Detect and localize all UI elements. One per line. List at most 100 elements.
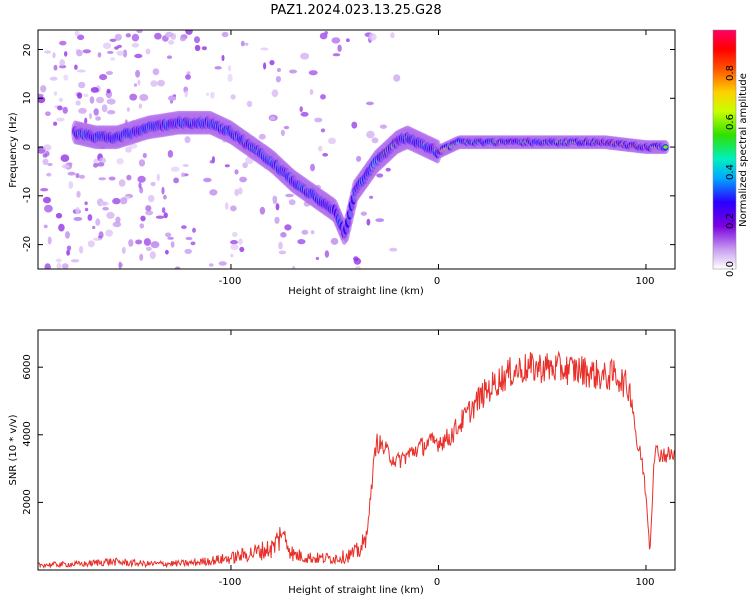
colorbar: 0.0 0.2 0.4 0.6 0.8 Normalized spectral … (712, 29, 749, 277)
spectrogram-noise-blob (184, 248, 192, 254)
spectrogram-noise-blob (280, 232, 287, 238)
spectrogram-noise-blob (173, 177, 180, 184)
spectrogram-noise-blob (77, 34, 85, 41)
spectrogram-noise-blob (42, 153, 48, 158)
spectrogram-noise-blob (224, 164, 230, 168)
spectrogram-noise-blob (244, 42, 249, 46)
snr-xtick-label: 0 (434, 577, 440, 588)
spectrogram-noise-blob (280, 129, 285, 136)
snr-ytick-label: 6000 (22, 354, 33, 379)
spectrogram-noise-blob (76, 69, 86, 73)
spectrogram-noise-blob (351, 121, 358, 129)
spectrogram-noise-blob (138, 103, 143, 109)
spectrogram-noise-blob (84, 207, 89, 212)
spectrogram-noise-blob (310, 230, 315, 235)
spectrogram-noise-blob (122, 49, 128, 58)
spectrogram-noise-blob (272, 195, 278, 203)
spectrogram-noise-blob (55, 258, 62, 263)
spectrogram-noise-blob (114, 33, 123, 41)
spectrogram-noise-blob (44, 263, 51, 269)
spectrogram-noise-blob (47, 163, 53, 166)
spectrogram-noise-blob (174, 266, 181, 269)
spectrogram-noise-blob (179, 36, 186, 42)
spectrogram-noise-blob (119, 197, 128, 205)
spectrogram-noise-blob (278, 250, 287, 255)
spectrogram-noise-blob (214, 66, 222, 70)
spectrogram-noise-blob (76, 49, 83, 57)
spectrogram-noise-blob (143, 238, 151, 246)
spectrogram-noise-blob (117, 44, 122, 49)
colorbar-tick-label: 0.2 (725, 213, 736, 229)
spectrogram-noise-blob (150, 80, 158, 87)
spectrogram-noise-blob (68, 181, 74, 189)
spectrogram-noise-blob (139, 253, 144, 261)
spectrogram-noise-blob (147, 194, 155, 203)
spectrogram-noise-blob (165, 33, 169, 38)
spectrogram-noise-blob (366, 218, 371, 226)
spectrogram-noise-blob (87, 240, 95, 248)
spectrogram-noise-blob (76, 190, 81, 198)
spectrogram-noise-blob (390, 32, 395, 39)
spectrogram-noise-blob (331, 37, 341, 44)
spectrogram-noise-blob (230, 244, 239, 251)
spectrogram-noise-blob (59, 40, 67, 46)
spectrogram-noise-blob (242, 162, 248, 169)
spectrogram-noise-blob (314, 117, 323, 123)
snr-ytick-label: 4000 (22, 421, 33, 446)
spectrogram-noise-blob (165, 249, 169, 255)
spectrogram-noise-blob (101, 104, 108, 113)
spectrogram-noise-blob (138, 182, 142, 189)
spectrogram-noise-blob (44, 50, 51, 54)
colorbar-tick-label: 0.4 (725, 164, 736, 180)
spectrogram-noise-blob (145, 210, 154, 216)
colorbar-label: Normalized spectral amplitude (738, 73, 749, 227)
spectrogram-noise-blob (360, 211, 367, 216)
spectrogram-noise-blob (310, 163, 315, 172)
spectrogram-noise-blob (297, 239, 306, 245)
spectrogram-noise-blob (167, 150, 174, 158)
spectrogram-noise-blob (63, 74, 69, 81)
spectrogram-noise-blob (170, 241, 175, 248)
spectrogram-noise-blob (269, 60, 275, 66)
spectrogram-noise-blob (83, 93, 89, 98)
spectrogram-noise-blob (230, 94, 236, 100)
spectrogram-noise-blob (107, 110, 116, 115)
spectrogram-noise-blob (43, 196, 51, 204)
spectrogram-noise-blob (106, 71, 113, 75)
spectrogram-noise-blob (106, 88, 111, 94)
spectrogram-noise-blob (168, 95, 177, 101)
spectrogram-noise-blob (332, 53, 341, 57)
spectrogram-noise-blob (185, 30, 193, 35)
spectrogram-noise-blob (145, 246, 152, 251)
spectrogram-noise-blob (45, 111, 51, 116)
spectrogram-noise-blob (271, 89, 279, 98)
spectrogram-noise-blob (258, 133, 266, 140)
spectrogram-noise-blob (230, 253, 234, 258)
spectrogram-noise-blob (56, 117, 65, 122)
spectrogram-noise-blob (368, 33, 377, 41)
spectrogram-noise-blob (206, 92, 210, 96)
spectrogram-noise-blob (79, 245, 84, 254)
spectrogram-noise-blob (116, 158, 124, 165)
spectrogram-ytick-label: 0 (22, 144, 33, 150)
spectrogram-noise-blob (90, 87, 99, 93)
spectrogram-noise-blob (93, 163, 99, 168)
spectrogram-noise-blob (62, 263, 69, 269)
spectrogram-noise-blob (65, 231, 70, 239)
spectrogram-panel: -100 0 100 Height of straight line (km) … (8, 29, 676, 297)
spectrogram-noise-blob (52, 52, 56, 59)
spectrogram-noise-blob (95, 116, 101, 121)
spectrogram-noise-blob (385, 167, 391, 172)
spectrogram-noise-blob (152, 68, 160, 76)
spectrogram-noise-blob (330, 237, 339, 245)
spectrogram-noise-blob (182, 164, 189, 167)
spectrogram-ytick-label: 10 (22, 92, 33, 105)
spectrogram-noise-blob (84, 117, 88, 125)
colorbar-gradient (713, 30, 736, 269)
spectrogram-noise-blob (300, 52, 310, 60)
spectrogram-noise-blob (288, 69, 298, 74)
spectrogram-noise-blob (133, 83, 138, 87)
spectrogram-noise-blob (190, 241, 196, 246)
spectrogram-noise-blob (67, 171, 76, 176)
spectrogram-noise-blob (315, 256, 320, 261)
